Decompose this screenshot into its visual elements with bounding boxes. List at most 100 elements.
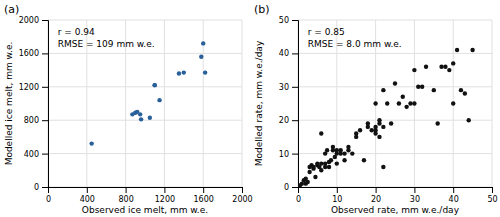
grid-line-y — [48, 53, 242, 54]
point — [424, 65, 428, 69]
point — [408, 101, 412, 105]
point — [346, 148, 350, 152]
y-tick: 40 — [279, 49, 298, 58]
y-tick-label: 50 — [279, 16, 289, 25]
grid-line-x — [492, 20, 493, 187]
x-tick-label: 0 — [296, 195, 301, 204]
point — [327, 165, 331, 169]
point — [389, 121, 393, 125]
x-tick: 1200 — [155, 187, 175, 204]
y-tick-label: 0 — [284, 183, 289, 192]
y-tick: 20 — [279, 116, 298, 125]
x-tick-label: 1200 — [155, 195, 175, 204]
y-tick: 1200 — [19, 83, 48, 92]
chart-svg: 04008001200160020000400800120016002000Ob… — [0, 0, 500, 217]
x-tick: 800 — [118, 187, 133, 204]
y-tick-mark — [292, 87, 298, 88]
point — [385, 101, 389, 105]
y-tick-mark — [42, 20, 48, 21]
grid-line-x — [242, 20, 243, 187]
point — [467, 118, 471, 122]
x-tick: 0 — [296, 187, 301, 204]
y-tick: 50 — [279, 16, 298, 25]
x-axis-line — [299, 188, 493, 194]
y-tick: 10 — [279, 150, 298, 159]
point — [455, 48, 459, 52]
x-tick-label: 800 — [118, 195, 133, 204]
point — [319, 131, 323, 135]
x-tick-label: 0 — [46, 195, 51, 204]
grid-line-y — [298, 120, 492, 121]
point — [177, 71, 181, 75]
point — [358, 128, 362, 132]
point — [306, 180, 310, 184]
point — [404, 105, 408, 109]
grid-line-y — [48, 20, 242, 21]
point — [366, 121, 370, 125]
y-tick: 400 — [24, 150, 48, 159]
x-tick-mark — [376, 187, 377, 193]
grid-line-y — [298, 53, 492, 54]
y-axis-line — [42, 21, 49, 188]
y-tick-mark — [292, 53, 298, 54]
y-tick-label: 800 — [24, 116, 39, 125]
x-tick-label: 40 — [449, 195, 459, 204]
panel: 04008001200160020000400800120016002000Ob… — [4, 3, 253, 215]
x-axis-label: Observed rate, mm w.e./day — [331, 205, 460, 215]
annotation: r = 0.85 — [308, 27, 345, 37]
y-tick-label: 400 — [24, 150, 39, 159]
y-tick: 1600 — [19, 49, 48, 58]
y-tick-mark — [42, 120, 48, 121]
x-tick-label: 2000 — [232, 195, 252, 204]
point — [381, 165, 385, 169]
point — [459, 88, 463, 92]
point — [354, 131, 358, 135]
point — [182, 70, 186, 74]
point — [139, 117, 143, 121]
point — [335, 148, 339, 152]
y-tick-mark — [292, 20, 298, 21]
y-tick-mark — [292, 187, 298, 188]
point — [412, 101, 416, 105]
point — [89, 141, 93, 145]
point — [401, 95, 405, 99]
x-tick-label: 50 — [487, 195, 497, 204]
point — [157, 98, 161, 102]
x-tick-label: 1600 — [194, 195, 214, 204]
y-axis: 0400800120016002000 — [19, 16, 49, 192]
grid-line-y — [298, 20, 492, 21]
x-axis: 01020304050 — [296, 187, 498, 204]
grid-line-x — [164, 20, 165, 187]
point — [338, 148, 342, 152]
point — [153, 83, 157, 87]
y-axis: 0 10 20 30 40 50 — [279, 16, 299, 192]
y-tick: 0 — [284, 183, 298, 192]
x-axis-label: Observed ice melt, mm w.e. — [82, 205, 208, 215]
point — [377, 118, 381, 122]
point — [323, 161, 327, 165]
grid-line-y — [48, 153, 242, 154]
x-tick-mark — [164, 187, 165, 193]
point — [203, 70, 207, 74]
point — [443, 65, 447, 69]
point — [319, 161, 323, 165]
x-axis: 0400800120016002000 — [46, 187, 253, 204]
x-tick-mark — [242, 187, 243, 193]
point — [342, 158, 346, 162]
x-tick-mark — [337, 187, 338, 193]
y-tick-mark — [292, 120, 298, 121]
y-tick-label: 1600 — [19, 49, 39, 58]
x-tick-mark — [87, 187, 88, 193]
annotation: RMSE = 109 mm w.e. — [58, 39, 155, 49]
x-tick: 30 — [410, 187, 420, 204]
point — [470, 48, 474, 52]
y-tick-mark — [42, 187, 48, 188]
point — [311, 165, 315, 169]
y-tick-label: 2000 — [19, 16, 39, 25]
y-tick-label: 20 — [279, 116, 289, 125]
y-tick: 30 — [279, 83, 298, 92]
point — [373, 125, 377, 129]
point — [325, 148, 329, 152]
point — [342, 151, 346, 155]
x-tick: 2000 — [232, 187, 252, 204]
